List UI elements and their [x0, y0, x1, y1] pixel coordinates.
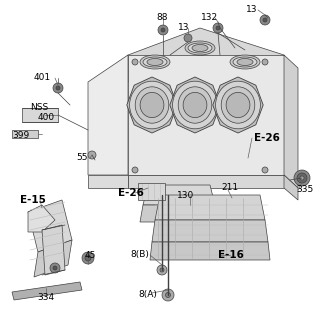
- Ellipse shape: [185, 41, 215, 55]
- Circle shape: [53, 266, 57, 270]
- Polygon shape: [28, 205, 55, 232]
- Ellipse shape: [143, 57, 167, 67]
- Text: 130: 130: [178, 190, 195, 199]
- Text: 8(A): 8(A): [139, 291, 157, 300]
- Circle shape: [213, 23, 223, 33]
- Ellipse shape: [230, 55, 260, 69]
- Ellipse shape: [178, 87, 212, 123]
- Circle shape: [184, 34, 192, 42]
- Circle shape: [262, 167, 268, 173]
- Ellipse shape: [192, 44, 208, 52]
- Text: 211: 211: [221, 183, 239, 193]
- Text: 8(B): 8(B): [131, 251, 150, 260]
- Text: 334: 334: [38, 293, 55, 302]
- Ellipse shape: [135, 87, 169, 123]
- Polygon shape: [152, 220, 268, 242]
- Ellipse shape: [237, 59, 253, 66]
- Polygon shape: [150, 242, 270, 260]
- Ellipse shape: [183, 92, 207, 117]
- Text: NSS: NSS: [30, 103, 48, 113]
- Polygon shape: [127, 77, 177, 133]
- Text: 400: 400: [38, 114, 55, 123]
- Circle shape: [50, 263, 60, 273]
- Polygon shape: [155, 195, 265, 220]
- Circle shape: [162, 289, 174, 301]
- Ellipse shape: [140, 55, 170, 69]
- Polygon shape: [34, 240, 72, 277]
- Text: E-26: E-26: [118, 188, 144, 198]
- Text: E-16: E-16: [218, 250, 244, 260]
- Text: 335: 335: [296, 186, 313, 195]
- Text: 399: 399: [12, 131, 29, 140]
- Circle shape: [300, 176, 304, 180]
- Polygon shape: [213, 77, 263, 133]
- Text: 45: 45: [84, 252, 96, 260]
- Polygon shape: [128, 28, 284, 82]
- Text: 55: 55: [76, 153, 88, 162]
- Polygon shape: [22, 108, 58, 122]
- Polygon shape: [284, 55, 298, 188]
- Circle shape: [160, 268, 164, 272]
- Polygon shape: [12, 130, 38, 138]
- Polygon shape: [284, 175, 298, 200]
- Circle shape: [88, 151, 96, 159]
- Circle shape: [85, 255, 91, 261]
- Circle shape: [82, 252, 94, 264]
- Circle shape: [263, 18, 267, 22]
- Ellipse shape: [226, 92, 250, 117]
- Ellipse shape: [221, 87, 255, 123]
- Polygon shape: [170, 77, 220, 133]
- Circle shape: [262, 59, 268, 65]
- Circle shape: [53, 83, 63, 93]
- Ellipse shape: [147, 59, 163, 66]
- Polygon shape: [143, 185, 215, 205]
- Polygon shape: [88, 175, 128, 188]
- Circle shape: [158, 25, 168, 35]
- Polygon shape: [42, 225, 65, 275]
- Polygon shape: [28, 200, 72, 252]
- Circle shape: [132, 167, 138, 173]
- Polygon shape: [140, 205, 218, 222]
- Circle shape: [294, 170, 310, 186]
- Circle shape: [260, 15, 270, 25]
- Polygon shape: [88, 55, 128, 175]
- Circle shape: [157, 265, 167, 275]
- Polygon shape: [128, 175, 284, 188]
- Ellipse shape: [173, 81, 217, 129]
- Circle shape: [56, 86, 60, 90]
- Circle shape: [161, 28, 165, 32]
- Text: 13: 13: [178, 23, 190, 33]
- Circle shape: [132, 59, 138, 65]
- Text: 401: 401: [33, 74, 51, 83]
- Ellipse shape: [140, 92, 164, 117]
- Circle shape: [166, 292, 170, 298]
- Text: 132: 132: [202, 13, 219, 22]
- Circle shape: [297, 173, 307, 183]
- Circle shape: [216, 26, 220, 30]
- Ellipse shape: [188, 43, 212, 53]
- Polygon shape: [12, 282, 82, 300]
- Text: 13: 13: [246, 5, 258, 14]
- Polygon shape: [128, 55, 284, 175]
- Polygon shape: [138, 183, 165, 200]
- Text: E-15: E-15: [20, 195, 46, 205]
- Ellipse shape: [216, 81, 260, 129]
- Ellipse shape: [130, 81, 174, 129]
- Text: E-26: E-26: [254, 133, 280, 143]
- Text: 88: 88: [156, 13, 168, 22]
- Ellipse shape: [233, 57, 257, 67]
